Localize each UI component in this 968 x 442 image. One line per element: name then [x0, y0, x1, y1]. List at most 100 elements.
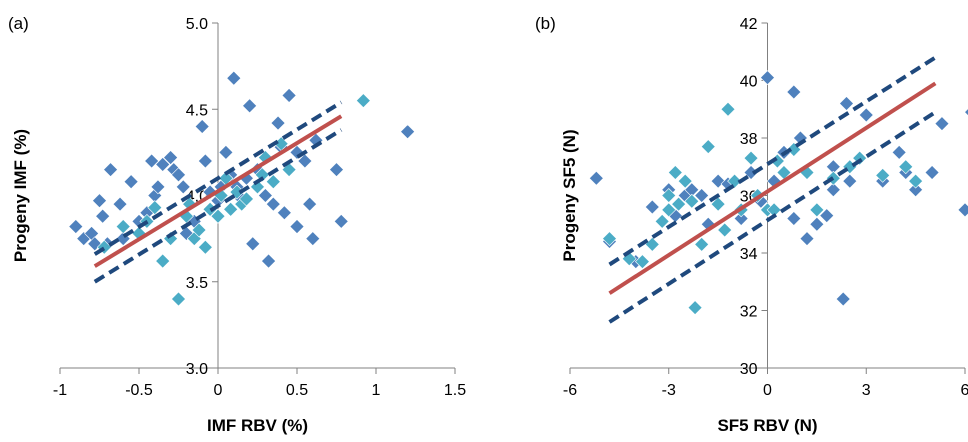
data-point [254, 167, 270, 183]
data-point [355, 93, 371, 109]
data-point [265, 196, 281, 212]
y-axis-label: Progeny IMF (%) [11, 129, 30, 262]
data-point [281, 88, 297, 103]
data-point [957, 202, 968, 218]
data-point [677, 173, 693, 189]
data-point [819, 208, 835, 224]
regression-line [93, 114, 343, 268]
data-point [667, 165, 683, 180]
data-point [175, 179, 191, 195]
data-point [661, 188, 677, 203]
data-point [588, 170, 604, 186]
ci-line-upper [93, 100, 343, 256]
data-point [671, 196, 687, 212]
x-tick-label: 1.5 [444, 382, 466, 399]
x-tick-label: 0.5 [286, 382, 308, 399]
data-point [858, 107, 874, 123]
data-point [265, 174, 281, 190]
data-point [123, 174, 139, 190]
data-point [661, 202, 677, 218]
x-tick-label: -6 [563, 382, 577, 399]
data-point [155, 253, 171, 269]
data-point [898, 159, 914, 175]
data-point [197, 153, 213, 169]
data-point [210, 208, 226, 224]
ci-line-upper [608, 55, 937, 267]
x-tick-label: 0 [763, 382, 772, 399]
data-point [839, 96, 854, 111]
x-tick-label: 3 [862, 382, 871, 399]
data-point [95, 208, 111, 224]
x-axis-label: IMF RBV (%) [207, 416, 308, 435]
y-tick-label: 5.0 [186, 16, 208, 33]
data-point [760, 70, 775, 86]
y-tick-label: 38 [740, 131, 758, 148]
data-point [687, 300, 703, 316]
ci-line-lower [93, 128, 343, 284]
data-point [924, 165, 940, 180]
y-axis-label: Progeny SF5 (N) [560, 129, 579, 261]
data-point [92, 193, 107, 209]
data-point [257, 188, 273, 203]
data-point [825, 182, 841, 198]
data-point [239, 191, 254, 207]
y-tick-label: 3.0 [186, 361, 208, 378]
data-point [602, 231, 617, 247]
data-point [786, 84, 802, 100]
data-point [694, 188, 710, 203]
data-point [809, 202, 825, 218]
data-point [934, 116, 950, 132]
y-tick-label: 3.5 [186, 275, 208, 292]
data-point [112, 196, 128, 212]
data-point [302, 196, 318, 212]
data-point [155, 157, 171, 172]
data-point [103, 162, 118, 178]
panel-a: -1 -0.5 0 0.5 1 1.53.03.54.04.55.0(a)IMF RBV … [8, 14, 466, 435]
data-point [305, 231, 321, 247]
x-tick-label: 1 [372, 382, 381, 399]
data-point [644, 199, 660, 215]
data-point [270, 115, 286, 131]
x-tick-label: -0.5 [125, 382, 153, 399]
data-point [684, 193, 700, 209]
x-axis-label: SF5 RBV (N) [717, 416, 817, 435]
data-point [115, 219, 131, 234]
data-point [242, 98, 258, 114]
data-point [743, 150, 759, 166]
x-tick-label: 6 [961, 382, 968, 399]
data-point [329, 162, 344, 178]
data-point [289, 219, 305, 234]
data-point [276, 205, 292, 221]
y-tick-label: 4.5 [186, 102, 208, 119]
y-tick-label: 40 [740, 74, 758, 91]
data-point [786, 211, 802, 226]
data-point [223, 201, 239, 217]
y-tick-label: 30 [740, 361, 758, 378]
x-tick-label: 0 [214, 382, 223, 399]
data-point [875, 167, 891, 183]
regression-line [608, 81, 937, 295]
y-tick-label: 32 [740, 304, 758, 321]
data-point [191, 222, 207, 238]
data-point [163, 150, 179, 165]
x-tick-label: -1 [53, 382, 67, 399]
ci-line-lower [608, 110, 937, 324]
data-point [908, 173, 924, 189]
data-point [644, 236, 660, 252]
data-point [68, 219, 84, 234]
y-tick-label: 42 [740, 16, 758, 33]
data-point [171, 291, 186, 307]
data-point [634, 254, 650, 270]
panel-label: (b) [535, 14, 556, 33]
data-point [964, 108, 968, 116]
data-point [261, 253, 276, 269]
data-point [144, 153, 160, 169]
data-point [694, 236, 710, 252]
data-point [891, 144, 907, 160]
data-point [197, 239, 213, 255]
data-point [727, 173, 743, 189]
y-tick-label: 34 [740, 246, 758, 263]
data-point [147, 200, 163, 215]
